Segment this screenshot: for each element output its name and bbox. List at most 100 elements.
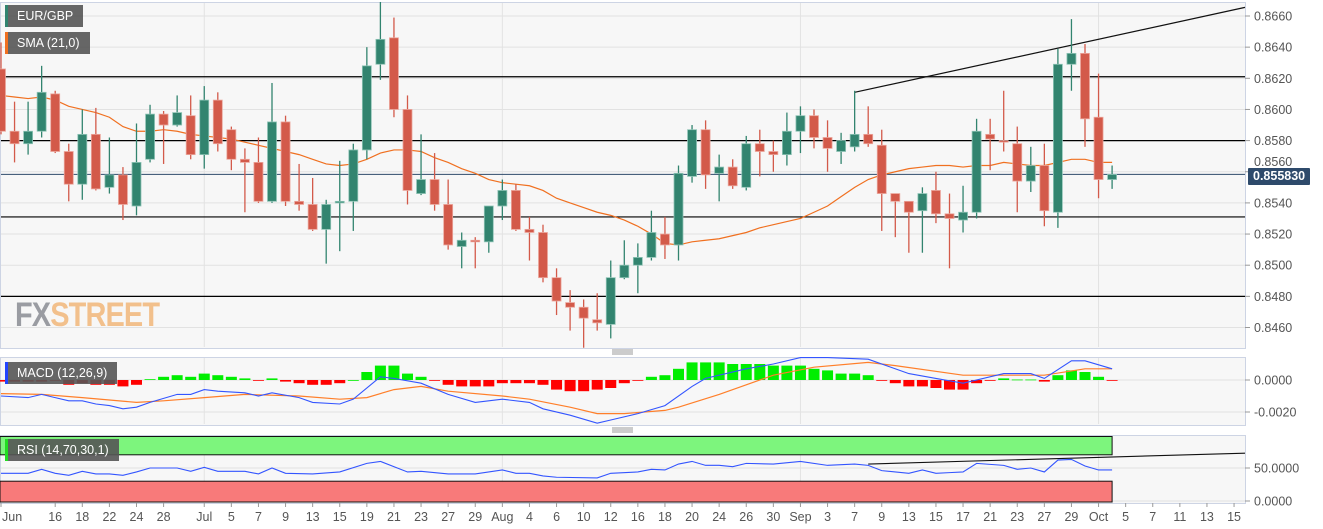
candle-body	[443, 204, 454, 246]
price-panel	[0, 2, 1246, 349]
x-tick-label: 18	[75, 510, 89, 524]
macd-label: MACD (12,26,9)	[17, 366, 108, 380]
macd-histogram-bar	[510, 380, 522, 384]
x-tick-label: Sep	[789, 510, 811, 524]
candle-body	[131, 162, 142, 207]
macd-histogram-bar	[280, 380, 292, 382]
symbol-legend[interactable]: EUR/GBP	[5, 5, 84, 27]
candle-body	[0, 68, 6, 132]
candle-body	[185, 115, 196, 156]
candle	[551, 268, 562, 316]
candle	[483, 205, 494, 253]
macd-histogram-bar	[659, 375, 671, 380]
x-tick-label: 29	[1064, 510, 1078, 524]
candle-body	[727, 166, 738, 187]
candle-body	[782, 130, 792, 156]
candle	[958, 185, 968, 233]
x-tick-label: 27	[441, 510, 455, 524]
x-tick-label: 18	[658, 510, 672, 524]
macd-histogram-bar	[131, 380, 142, 385]
x-tick-label: 11	[1173, 510, 1186, 524]
macd-histogram-bar	[849, 373, 861, 380]
candle	[145, 104, 155, 163]
sma-label: SMA (21,0)	[17, 36, 80, 50]
candle	[23, 101, 34, 155]
rsi-legend[interactable]: RSI (14,70,30,1)	[5, 439, 119, 461]
price-tick-label: 0.8540	[1254, 196, 1292, 210]
candle-body	[849, 133, 860, 148]
macd-histogram-bar	[239, 378, 251, 380]
candle	[673, 165, 684, 261]
macd-histogram-bar	[402, 373, 413, 380]
x-tick-label: 26	[739, 510, 753, 524]
macd-histogram-bar	[212, 375, 224, 380]
candle-body	[1039, 165, 1050, 212]
rsi-label: RSI (14,70,30,1)	[17, 443, 109, 457]
macd-histogram-bar	[320, 380, 332, 385]
x-tick-label: 22	[102, 510, 116, 524]
macd-histogram-bar	[0, 380, 7, 382]
candle-body	[619, 264, 630, 279]
x-tick-label: 24	[130, 510, 144, 524]
x-tick-label: 27	[1037, 510, 1051, 524]
candle-body	[172, 112, 183, 126]
candle-body	[673, 172, 684, 246]
macd-histogram-bar	[537, 380, 549, 385]
macd-histogram-bar	[266, 378, 278, 380]
candle	[727, 159, 738, 189]
candle-body	[510, 190, 521, 230]
macd-histogram-bar	[388, 365, 400, 380]
candle	[903, 200, 914, 253]
candle-body	[90, 133, 101, 190]
macd-histogram-bar	[442, 380, 454, 385]
rsi-trendline	[868, 452, 1246, 465]
candle	[944, 193, 955, 269]
price-tick-label: 0.8520	[1254, 228, 1292, 242]
watermark-fx: FX	[15, 296, 51, 334]
candle	[1025, 146, 1036, 192]
candle-body	[321, 204, 332, 230]
candle	[0, 42, 6, 135]
macd-histogram-bar	[645, 376, 657, 380]
current-price-tag: 0.855830	[1248, 168, 1311, 185]
macd-histogram-bar	[551, 380, 563, 390]
rsi-tick-label: 50.0000	[1254, 462, 1299, 476]
macd-histogram-bar	[1011, 379, 1023, 381]
x-tick-label: 13	[1200, 510, 1214, 524]
macd-histogram-bar	[618, 380, 630, 384]
macd-signal-line	[0, 361, 1113, 415]
macd-histogram-bar	[903, 380, 915, 387]
candle-body	[63, 151, 74, 185]
macd-histogram-bar	[957, 380, 969, 390]
candle	[754, 129, 765, 177]
candle-body	[267, 121, 277, 202]
x-tick-label: 13	[902, 510, 916, 524]
symbol-color-marker	[5, 5, 8, 27]
candle	[917, 187, 928, 253]
macd-histogram-bar	[808, 368, 820, 380]
candle	[998, 90, 1009, 152]
candle-body	[402, 109, 413, 191]
candle	[470, 237, 481, 269]
candle	[118, 167, 128, 221]
sma-legend[interactable]: SMA (21,0)	[5, 32, 90, 54]
macd-histogram-bar	[944, 380, 955, 390]
macd-histogram-bar	[334, 380, 346, 384]
x-tick-label: 10	[577, 510, 591, 524]
candle-body	[646, 232, 657, 258]
macd-histogram-bar	[686, 362, 698, 380]
candle-body	[483, 205, 494, 243]
candle-body	[239, 158, 250, 163]
candle	[795, 106, 806, 154]
x-tick-label: 9	[282, 510, 289, 524]
macd-legend[interactable]: MACD (12,26,9)	[5, 362, 118, 384]
candle-body	[741, 143, 752, 188]
macd-histogram-bar	[591, 380, 603, 390]
candle-body	[280, 121, 291, 202]
macd-histogram-bar	[794, 365, 806, 380]
candle-body	[253, 162, 264, 202]
macd-histogram-bar	[754, 364, 766, 380]
macd-histogram-bar	[185, 376, 197, 380]
price-tick-label: 0.8580	[1254, 134, 1292, 148]
macd-histogram-bar	[1093, 376, 1105, 380]
